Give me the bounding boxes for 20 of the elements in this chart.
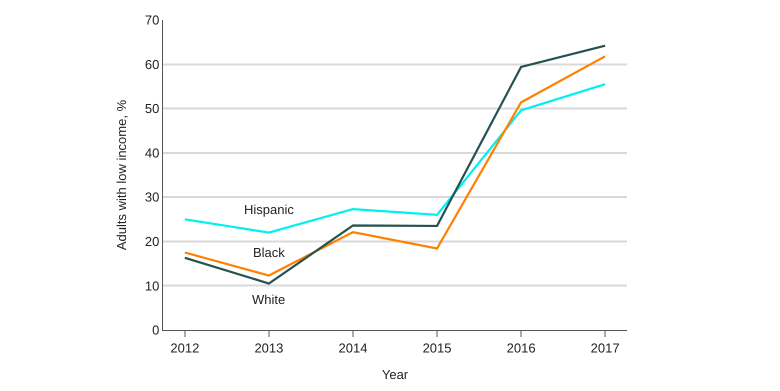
y-tick-label: 20	[144, 234, 160, 249]
y-axis-title: Adults with low income, %	[114, 99, 129, 250]
y-tick-label: 70	[144, 12, 160, 28]
x-tick-label: 2016	[506, 340, 536, 356]
x-tick-label: 2015	[422, 340, 452, 356]
y-tick-label: 40	[144, 145, 160, 160]
series-label: White	[252, 292, 286, 307]
series-label: Black	[253, 245, 286, 260]
x-tick-label: 2013	[254, 340, 284, 356]
y-tick-label: 50	[144, 101, 160, 116]
x-tick-label: 2014	[338, 340, 368, 356]
x-tick-label: 2012	[170, 340, 200, 356]
x-axis-title: Year	[382, 367, 409, 382]
series-label: Hispanic	[244, 202, 294, 217]
x-tick-label: 2017	[590, 340, 620, 356]
y-tick-label: 10	[144, 278, 160, 294]
line-series	[184, 83, 606, 234]
y-tick-label: 0	[152, 322, 160, 338]
y-tick-label: 30	[144, 190, 160, 205]
y-tick-label: 60	[144, 56, 160, 72]
